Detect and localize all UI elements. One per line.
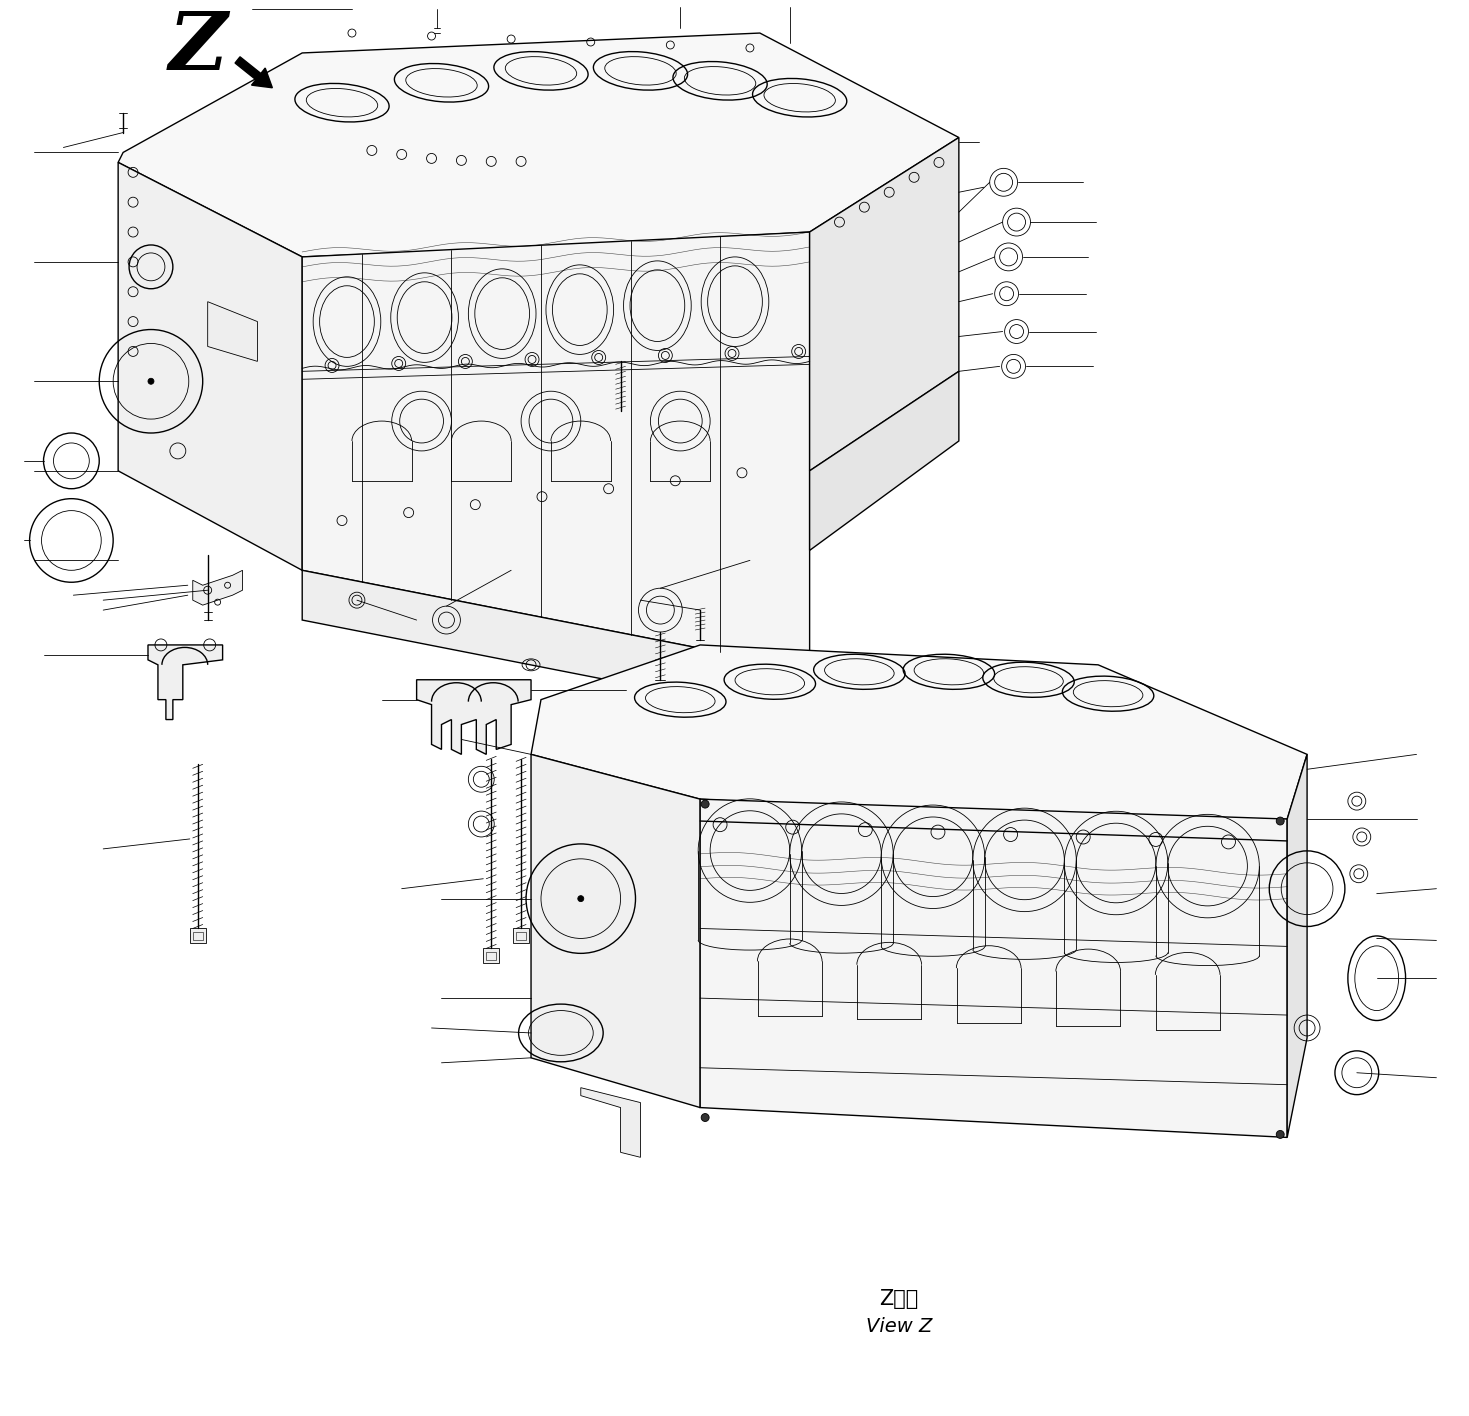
Circle shape	[701, 800, 710, 809]
Polygon shape	[303, 571, 809, 719]
Polygon shape	[809, 137, 959, 470]
Polygon shape	[148, 644, 223, 719]
Circle shape	[1277, 817, 1284, 826]
Circle shape	[148, 378, 154, 384]
Circle shape	[577, 896, 583, 902]
Text: Z: Z	[169, 10, 228, 86]
FancyArrow shape	[235, 57, 272, 88]
Polygon shape	[118, 163, 303, 571]
Bar	[190, 929, 206, 943]
Polygon shape	[1287, 755, 1307, 1137]
Bar	[483, 949, 499, 963]
Polygon shape	[701, 799, 1287, 1137]
Circle shape	[1277, 1130, 1284, 1138]
Circle shape	[701, 1113, 710, 1121]
Polygon shape	[530, 644, 1307, 818]
Bar	[486, 953, 497, 960]
Polygon shape	[207, 302, 257, 361]
Polygon shape	[417, 680, 530, 755]
Text: View Z: View Z	[865, 1317, 933, 1335]
Polygon shape	[192, 571, 242, 605]
Bar	[192, 933, 203, 940]
Polygon shape	[580, 1087, 640, 1157]
Polygon shape	[303, 232, 809, 670]
Bar	[516, 933, 526, 940]
Bar	[513, 929, 529, 943]
Polygon shape	[809, 371, 959, 551]
Polygon shape	[118, 33, 959, 256]
Text: Z　視: Z 視	[880, 1289, 918, 1308]
Polygon shape	[530, 755, 701, 1107]
